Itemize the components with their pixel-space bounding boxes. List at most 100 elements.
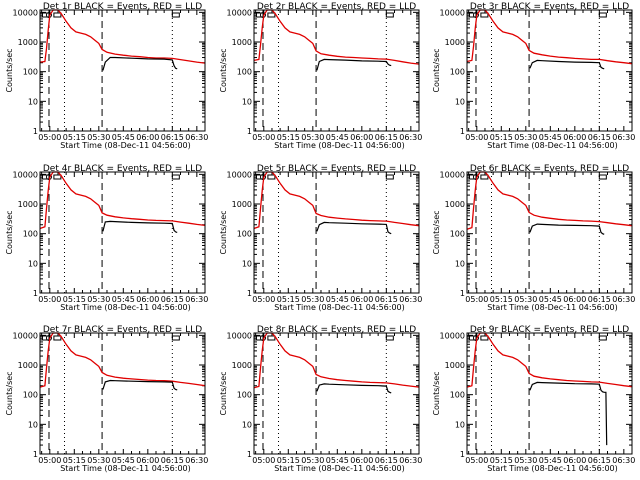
y-axis-label: Counts/sec	[5, 210, 14, 254]
x-tick-label: 05:30	[87, 456, 110, 465]
y-tick-label: 1	[460, 289, 465, 298]
x-tick-label: 06:30	[399, 456, 422, 465]
y-tick-label: 1000	[18, 38, 38, 47]
flag-marker	[598, 174, 607, 180]
panel-title: Det 8r BLACK = Events, RED = LLD	[257, 325, 416, 335]
y-tick-label: 1000	[232, 361, 252, 370]
x-tick-label: 05:30	[301, 133, 324, 142]
x-tick-label: 05:15	[490, 456, 513, 465]
panel-7: Det 7r BLACK = Events, RED = LLD Counts/s…	[5, 325, 208, 473]
flag-marker	[255, 174, 264, 180]
x-axis-label: Start Time (08-Dec-11 04:56:00)	[487, 303, 618, 312]
x-tick-label: 05:30	[301, 456, 324, 465]
flag-marker	[171, 335, 180, 341]
x-tick-label: 06:30	[399, 133, 422, 142]
x-tick-label: 06:15	[588, 295, 611, 304]
flag-marker	[41, 174, 50, 180]
x-tick-label: 05:45	[326, 295, 349, 304]
flag-marker	[255, 12, 264, 18]
y-tick-label: 10	[28, 420, 38, 429]
panel-title: Det 2r BLACK = Events, RED = LLD	[257, 2, 416, 12]
x-tick-label: 06:30	[185, 295, 208, 304]
events-series-line	[316, 383, 392, 394]
y-axis-label: Counts/sec	[219, 210, 228, 254]
events-series-line	[102, 56, 178, 71]
y-axis-label: Counts/sec	[432, 210, 441, 254]
events-series-line	[102, 379, 178, 391]
lld-series-line	[253, 171, 420, 230]
panel-title: Det 1r BLACK = Events, RED = LLD	[43, 2, 202, 12]
panel-title: Det 5r BLACK = Events, RED = LLD	[257, 164, 416, 174]
x-tick-label: 05:00	[465, 295, 488, 304]
x-tick-label: 05:45	[112, 456, 135, 465]
x-tick-label: 06:15	[161, 456, 184, 465]
x-tick-label: 06:00	[350, 133, 373, 142]
y-axis-label: Counts/sec	[432, 371, 441, 415]
panel-3: Det 3r BLACK = Events, RED = LLD Counts/s…	[432, 2, 635, 150]
x-tick-label: 05:15	[490, 133, 513, 142]
x-tick-label: 05:30	[87, 133, 110, 142]
y-tick-label: 1	[247, 127, 252, 136]
lld-series-line	[466, 332, 633, 388]
flag-marker	[267, 174, 276, 180]
y-tick-label: 100	[450, 230, 465, 239]
x-tick-label: 06:30	[185, 133, 208, 142]
plot-frame	[39, 332, 206, 455]
x-tick-label: 05:45	[326, 133, 349, 142]
flag-marker	[171, 174, 180, 180]
x-tick-label: 06:15	[161, 295, 184, 304]
plot-frame	[466, 332, 633, 455]
flag-marker	[468, 335, 477, 341]
lld-series-line	[39, 332, 206, 388]
x-tick-label: 05:00	[38, 133, 61, 142]
y-tick-label: 1000	[445, 361, 465, 370]
x-tick-label: 05:30	[514, 456, 537, 465]
x-tick-label: 05:00	[465, 456, 488, 465]
x-tick-label: 05:30	[87, 295, 110, 304]
y-tick-label: 1000	[18, 200, 38, 209]
y-axis-label: Counts/sec	[219, 371, 228, 415]
x-tick-label: 05:15	[490, 295, 513, 304]
x-tick-label: 06:00	[136, 295, 159, 304]
panel-6: Det 6r BLACK = Events, RED = LLD Counts/s…	[432, 164, 635, 312]
x-tick-label: 05:15	[277, 456, 300, 465]
y-tick-label: 10000	[227, 8, 252, 17]
x-tick-label: 05:45	[539, 133, 562, 142]
x-tick-label: 06:15	[375, 133, 398, 142]
y-tick-label: 10	[28, 259, 38, 268]
y-tick-label: 10	[242, 259, 252, 268]
y-tick-label: 10000	[227, 170, 252, 179]
y-tick-label: 100	[23, 391, 38, 400]
y-tick-label: 1	[33, 450, 38, 459]
y-axis-label: Counts/sec	[219, 48, 228, 92]
y-tick-label: 1000	[232, 200, 252, 209]
x-tick-label: 06:30	[612, 295, 635, 304]
y-tick-label: 10000	[227, 331, 252, 340]
plot-frame	[466, 9, 633, 132]
flag-marker	[267, 12, 276, 18]
x-axis-label: Start Time (08-Dec-11 04:56:00)	[60, 464, 191, 473]
x-tick-label: 05:45	[539, 456, 562, 465]
plot-frame	[253, 171, 420, 294]
x-tick-label: 06:30	[612, 133, 635, 142]
y-tick-label: 10000	[13, 331, 38, 340]
flag-marker	[171, 12, 180, 18]
x-tick-label: 06:00	[563, 133, 586, 142]
flag-marker	[598, 335, 607, 341]
x-tick-label: 06:00	[563, 456, 586, 465]
x-tick-label: 06:00	[136, 456, 159, 465]
events-series-line	[316, 221, 392, 235]
x-tick-label: 05:45	[539, 295, 562, 304]
panel-title: Det 7r BLACK = Events, RED = LLD	[43, 325, 202, 335]
plot-frame	[466, 171, 633, 294]
x-axis-label: Start Time (08-Dec-11 04:56:00)	[274, 303, 405, 312]
x-tick-label: 05:45	[112, 295, 135, 304]
panel-4: Det 4r BLACK = Events, RED = LLD Counts/s…	[5, 164, 208, 312]
x-axis-label: Start Time (08-Dec-11 04:56:00)	[274, 464, 405, 473]
panel-8: Det 8r BLACK = Events, RED = LLD Counts/s…	[219, 325, 422, 473]
plot-frame	[253, 9, 420, 132]
x-tick-label: 05:30	[514, 133, 537, 142]
x-tick-label: 05:00	[38, 295, 61, 304]
x-tick-label: 05:00	[252, 133, 275, 142]
y-tick-label: 100	[23, 68, 38, 77]
